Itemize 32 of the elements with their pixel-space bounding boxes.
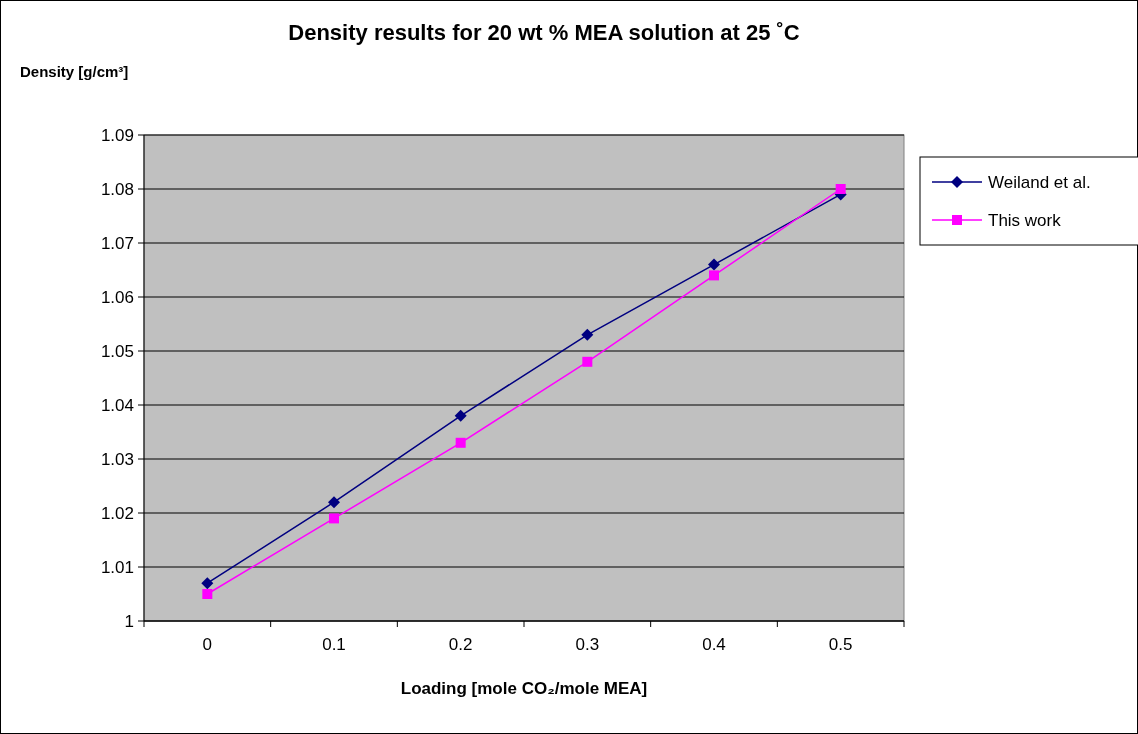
y-tick-label: 1.02 xyxy=(100,503,134,523)
y-axis-title: Density [g/cm³] xyxy=(20,63,129,80)
y-tick-label: 1.06 xyxy=(100,287,134,307)
point xyxy=(454,409,467,422)
y-tick-label: 1.03 xyxy=(100,449,134,469)
point xyxy=(708,258,720,271)
y-tick-label: 1.09 xyxy=(100,125,134,145)
legend-label: Weiland et al. xyxy=(988,172,1091,192)
point xyxy=(709,270,719,281)
x-tick-label: 0.1 xyxy=(322,635,346,654)
point xyxy=(329,513,339,524)
x-tick-label: 0.5 xyxy=(828,635,853,654)
chart-title: Density results for 20 wt % MEA solution at 25 ˚C xyxy=(288,20,800,45)
x-tick-label: 0 xyxy=(202,635,213,654)
point xyxy=(581,328,594,341)
y-tick-label: 1.01 xyxy=(100,557,134,577)
y-tick-label: 1.07 xyxy=(100,233,134,253)
point xyxy=(202,589,213,599)
point xyxy=(328,496,340,509)
x-tick-label: 0.3 xyxy=(575,635,600,654)
x-axis-title: Loading [mole CO₂/mole MEA] xyxy=(400,679,648,698)
legend-label: This work xyxy=(988,210,1062,230)
y-tick-label: 1 xyxy=(124,611,134,631)
y-tick-label: 1.05 xyxy=(100,341,134,361)
point xyxy=(201,577,214,590)
point xyxy=(455,437,466,448)
y-tick-label: 1.08 xyxy=(100,179,134,199)
x-tick-label: 0.4 xyxy=(702,635,726,654)
point xyxy=(835,184,846,194)
x-tick-label: 0.2 xyxy=(448,635,473,654)
point xyxy=(582,356,593,367)
y-tick-label: 1.04 xyxy=(100,395,134,415)
